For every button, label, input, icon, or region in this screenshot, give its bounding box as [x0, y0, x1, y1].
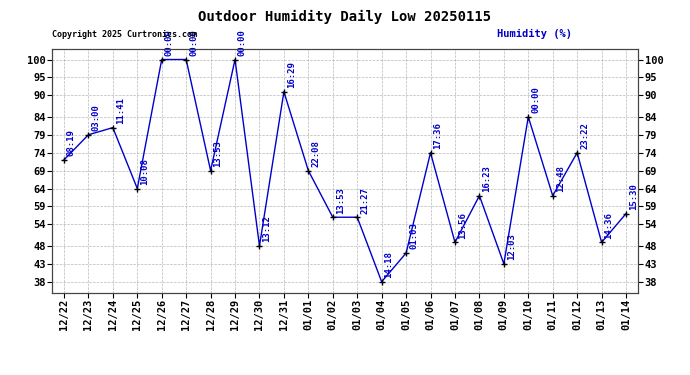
Text: 00:00: 00:00 — [165, 29, 174, 56]
Text: 12:48: 12:48 — [555, 165, 564, 192]
Text: 00:00: 00:00 — [238, 29, 247, 56]
Text: 12:03: 12:03 — [506, 233, 516, 260]
Text: 14:18: 14:18 — [384, 251, 393, 278]
Text: 17:36: 17:36 — [433, 122, 442, 149]
Text: 13:12: 13:12 — [262, 216, 271, 242]
Text: 16:29: 16:29 — [287, 61, 296, 88]
Text: 14:36: 14:36 — [604, 212, 613, 239]
Text: Outdoor Humidity Daily Low 20250115: Outdoor Humidity Daily Low 20250115 — [199, 10, 491, 24]
Text: Humidity (%): Humidity (%) — [497, 29, 572, 39]
Text: 15:30: 15:30 — [629, 183, 638, 210]
Text: 22:08: 22:08 — [311, 140, 320, 167]
Text: 01:03: 01:03 — [409, 223, 418, 249]
Text: 08:19: 08:19 — [67, 129, 76, 156]
Text: 00:00: 00:00 — [531, 86, 540, 113]
Text: 16:23: 16:23 — [482, 165, 491, 192]
Text: 13:53: 13:53 — [336, 187, 345, 214]
Text: 21:27: 21:27 — [360, 187, 369, 214]
Text: Copyright 2025 Curtronics.com: Copyright 2025 Curtronics.com — [52, 30, 197, 39]
Text: 11:41: 11:41 — [116, 97, 125, 124]
Text: 00:00: 00:00 — [189, 29, 198, 56]
Text: 23:22: 23:22 — [580, 122, 589, 149]
Text: 13:56: 13:56 — [458, 212, 467, 239]
Text: 13:53: 13:53 — [213, 140, 223, 167]
Text: 10:08: 10:08 — [140, 158, 149, 185]
Text: 03:00: 03:00 — [91, 104, 100, 131]
